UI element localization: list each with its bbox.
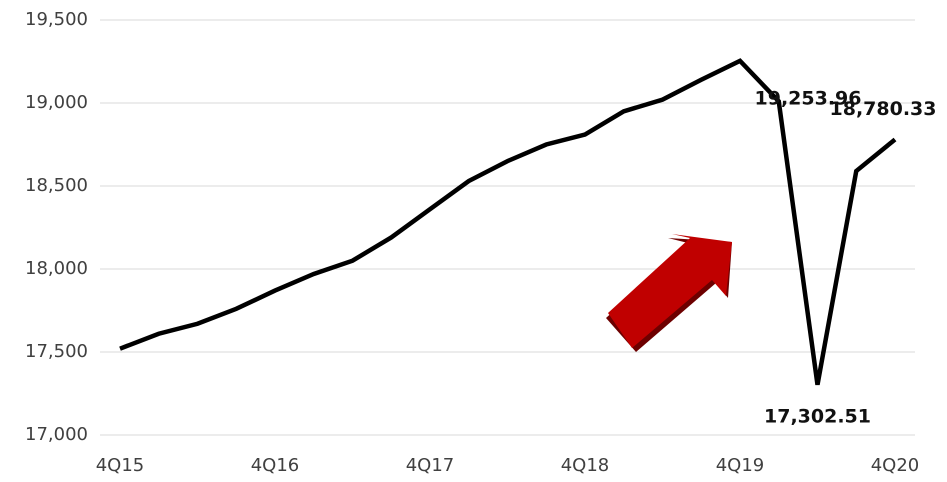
x-tick-label: 4Q19: [716, 455, 765, 476]
x-tick-label: 4Q17: [406, 455, 455, 476]
y-tick-label: 18,000: [25, 258, 88, 279]
arrow: [606, 234, 732, 352]
value-label: 18,780.33: [830, 98, 937, 120]
value-label: 17,302.51: [764, 405, 871, 427]
y-tick-label: 18,500: [25, 175, 88, 196]
x-tick-label: 4Q20: [871, 455, 920, 476]
x-tick-label: 4Q15: [96, 455, 145, 476]
x-tick-label: 4Q16: [251, 455, 300, 476]
y-tick-label: 19,500: [25, 9, 88, 30]
y-tick-label: 17,000: [25, 424, 88, 445]
x-tick-label: 4Q18: [561, 455, 610, 476]
line: [119, 58, 897, 386]
value-label: 19,253.96: [755, 87, 862, 109]
y-tick-label: 19,000: [25, 92, 88, 113]
arrow-body: [608, 234, 732, 348]
y-tick-label: 17,500: [25, 341, 88, 362]
